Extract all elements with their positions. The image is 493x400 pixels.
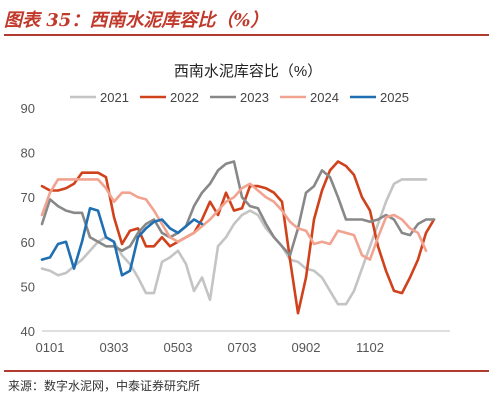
series-line-2025 [40,207,204,277]
chart-title: 西南水泥库容比（%） [174,63,322,80]
title-rule [4,34,489,36]
chart-legend: 2021 2022 2023 2024 2025 [70,90,409,105]
legend-label-2021: 2021 [100,90,129,105]
y-tick-label: 80 [21,146,35,161]
y-axis: 40 50 60 70 80 90 [21,101,35,339]
x-tick-label: 0703 [228,340,257,355]
legend-label-2022: 2022 [170,90,199,105]
figure-title: 图表 35：西南水泥库容比（%） [4,10,269,31]
series-line-2023 [40,160,436,257]
series-line-2022 [40,160,436,315]
x-tick-label: 0303 [100,340,129,355]
legend-label-2024: 2024 [310,90,339,105]
legend-label-2025: 2025 [380,90,409,105]
plot-lines [40,160,436,315]
source-rule [4,370,489,372]
y-tick-label: 70 [21,190,35,205]
x-tick-label: 0101 [36,340,65,355]
y-tick-label: 40 [21,324,35,339]
x-tick-label: 0902 [292,340,321,355]
x-axis: 0101 0303 0503 0703 0902 1102 [36,330,450,355]
y-tick-label: 50 [21,279,35,294]
source-note: 来源：数字水泥网，中泰证券研究所 [8,379,201,393]
x-tick-label: 0503 [164,340,193,355]
legend-label-2023: 2023 [240,90,269,105]
y-tick-label: 90 [21,101,35,116]
line-chart: 西南水泥库容比（%） 2021 2022 2023 2024 2025 40 50 60 70… [21,63,450,355]
y-tick-label: 60 [21,235,35,250]
series-line-2024 [40,178,428,261]
x-tick-label: 1102 [356,340,384,355]
